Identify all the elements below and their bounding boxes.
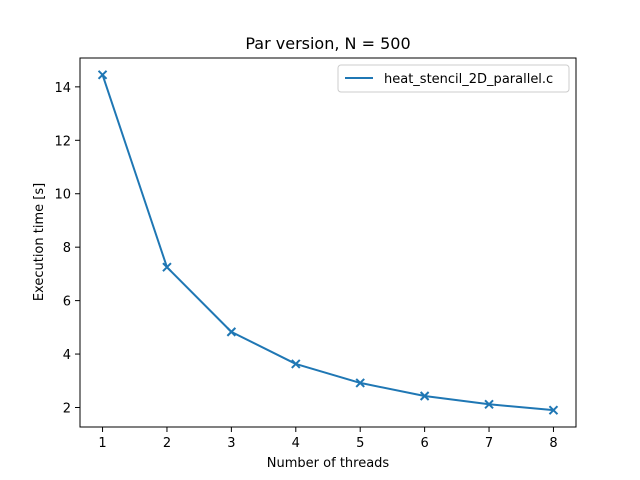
y-tick-label: 10 — [54, 188, 71, 203]
data-point-marker — [162, 262, 172, 272]
x-tick-label: 5 — [356, 436, 364, 451]
x-tick-label: 7 — [485, 436, 493, 451]
data-point-marker — [548, 405, 559, 415]
plot-area — [79, 57, 577, 428]
data-point-marker — [291, 359, 301, 369]
y-axis-label: Execution time [s] — [32, 183, 47, 301]
data-point-marker — [355, 378, 365, 388]
x-tick-label: 4 — [292, 436, 300, 451]
x-tick-label: 2 — [163, 436, 171, 451]
x-tick-label: 3 — [227, 436, 235, 451]
data-point-marker — [97, 70, 108, 80]
y-tick-label: 12 — [54, 134, 71, 149]
legend: heat_stencil_2D_parallel.c — [337, 64, 570, 93]
x-axis: 1 2 3 4 5 6 7 8 — [98, 427, 558, 451]
y-tick-label: 6 — [63, 295, 71, 310]
series-line — [101, 74, 554, 412]
legend-box — [337, 64, 570, 93]
y-axis: 2 4 6 8 10 12 14 — [54, 81, 80, 416]
data-point-marker — [484, 399, 494, 409]
y-tick-label: 8 — [63, 241, 71, 256]
axes-frame — [79, 57, 577, 428]
data-point-marker — [226, 327, 237, 337]
y-tick-label: 2 — [63, 401, 71, 416]
chart-title: Par version, N = 500 — [245, 34, 410, 53]
x-tick-label: 1 — [98, 436, 106, 451]
x-tick-label: 6 — [420, 436, 428, 451]
data-point-marker — [419, 391, 430, 401]
y-tick-label: 4 — [63, 348, 71, 363]
series-layer — [97, 70, 559, 415]
y-tick-label: 14 — [54, 81, 71, 96]
x-axis-label: Number of threads — [267, 456, 390, 471]
x-tick-label: 8 — [549, 436, 557, 451]
legend-entry: heat_stencil_2D_parallel.c — [384, 72, 553, 87]
